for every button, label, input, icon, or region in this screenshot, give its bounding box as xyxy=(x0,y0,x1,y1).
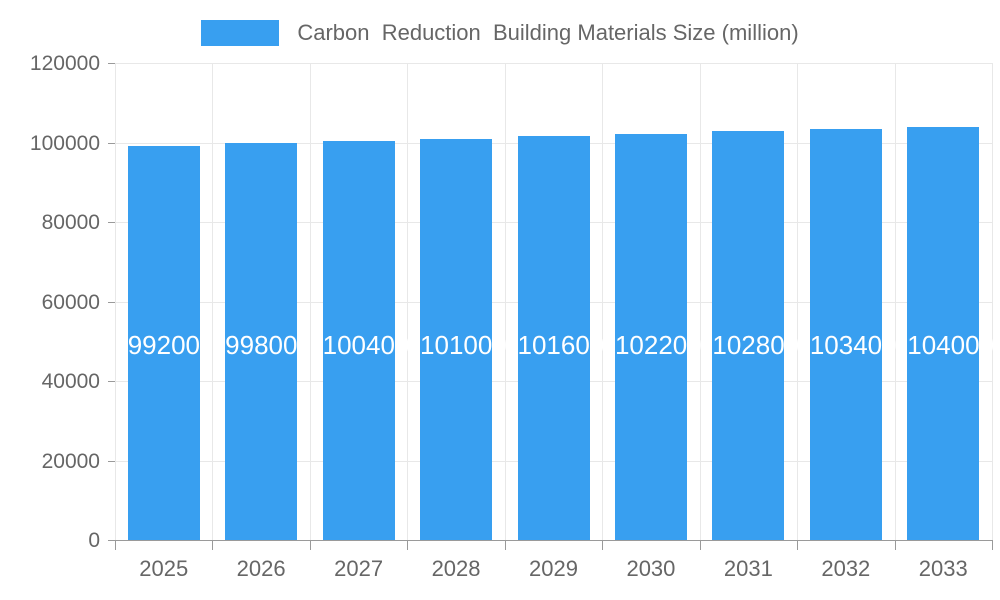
y-axis-labels: 0 20000 40000 60000 80000 100000 120000 xyxy=(0,0,100,600)
y-axis-tick xyxy=(108,222,115,223)
x-axis-tick xyxy=(407,540,408,550)
y-axis-tick-label: 40000 xyxy=(41,370,100,393)
x-axis-tick xyxy=(700,540,701,550)
x-axis-tick-label: 2027 xyxy=(334,556,384,581)
gridline-vertical xyxy=(115,63,116,540)
x-axis-tick xyxy=(115,540,116,550)
bar[interactable] xyxy=(322,140,395,540)
x-axis-tick xyxy=(895,540,896,550)
x-axis-tick-label: 2029 xyxy=(529,556,578,581)
bar[interactable] xyxy=(225,143,298,540)
bar-value-label: 99800 xyxy=(225,330,298,360)
bar[interactable] xyxy=(712,131,785,540)
plot-area xyxy=(115,63,993,541)
bar[interactable] xyxy=(517,136,590,540)
x-axis-tick-label: 2032 xyxy=(821,556,871,581)
y-axis-tick-label: 60000 xyxy=(41,290,100,314)
y-axis-tick-label: 0 xyxy=(88,529,100,552)
y-axis-tick-label: 80000 xyxy=(41,211,100,234)
x-axis-tick-label: 2028 xyxy=(431,556,481,581)
bar[interactable] xyxy=(614,133,687,540)
x-axis-tick xyxy=(212,540,213,550)
y-axis-tick xyxy=(108,381,115,382)
gridline-vertical xyxy=(212,63,213,540)
gridline-vertical xyxy=(797,63,798,540)
x-axis-tick-label: 2030 xyxy=(626,556,676,581)
bar-value-label: 102800 xyxy=(712,330,800,360)
gridline-vertical xyxy=(407,63,408,540)
gridline-vertical xyxy=(700,63,701,540)
gridline-vertical xyxy=(992,63,993,540)
legend-label[interactable]: Carbon Reduction Building Materials Size… xyxy=(297,20,799,45)
x-axis-tick xyxy=(505,540,506,550)
bar-value-label: 101600 xyxy=(517,330,605,360)
x-axis-tick xyxy=(310,540,311,550)
x-axis-tick xyxy=(602,540,603,550)
y-axis-tick xyxy=(108,540,115,541)
bar-value-label: 99200 xyxy=(127,330,201,360)
y-axis-tick-label: 100000 xyxy=(29,131,100,155)
bar[interactable] xyxy=(127,145,200,540)
chart-legend: Carbon Reduction Building Materials Size… xyxy=(0,14,1000,52)
y-axis-tick-label: 120000 xyxy=(29,52,100,75)
bar-value-label: 101000 xyxy=(420,330,507,360)
bar-value-label: 102200 xyxy=(614,330,702,360)
y-axis-tick xyxy=(108,63,115,64)
bar-value-label: 104000 xyxy=(907,330,995,360)
y-axis-tick-label: 20000 xyxy=(41,449,100,473)
y-axis-tick xyxy=(108,142,115,144)
bar[interactable] xyxy=(907,126,980,540)
x-axis-line xyxy=(115,540,992,541)
gridline-vertical xyxy=(505,63,506,540)
gridline-vertical xyxy=(310,63,311,540)
x-axis-tick xyxy=(797,540,798,550)
x-axis-tick-label: 2033 xyxy=(918,556,968,581)
gridline-vertical xyxy=(602,63,603,540)
gridline-vertical xyxy=(895,63,896,540)
bar[interactable] xyxy=(809,128,882,540)
bar-value-label: 100400 xyxy=(322,330,410,360)
x-axis-tick-label: 2025 xyxy=(139,556,189,581)
bar-value-label: 103400 xyxy=(809,330,897,360)
y-axis-tick xyxy=(108,301,115,303)
x-axis-tick xyxy=(992,540,993,550)
legend-color-swatch[interactable] xyxy=(201,20,280,46)
x-axis-tick-label: 2031 xyxy=(723,556,773,581)
gridline-horizontal xyxy=(115,63,992,64)
y-axis-tick xyxy=(108,460,115,462)
bar[interactable] xyxy=(420,138,493,540)
x-axis-tick-label: 2026 xyxy=(236,556,286,581)
